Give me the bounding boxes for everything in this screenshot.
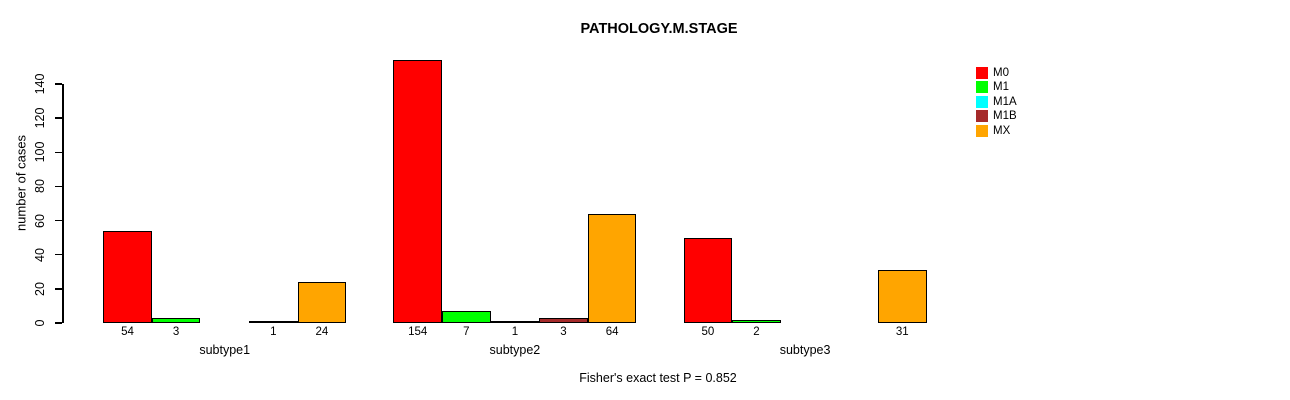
bar-m1-subtype2 xyxy=(442,311,491,323)
legend-swatch-m1b xyxy=(976,110,988,122)
category-label-subtype1: subtype1 xyxy=(199,343,251,357)
legend-label: M1B xyxy=(993,110,1017,122)
legend-label: M1 xyxy=(993,81,1009,93)
bar-count-label: 50 xyxy=(701,326,715,338)
bar-count-label: 2 xyxy=(753,326,760,338)
bar-count-label: 7 xyxy=(463,326,470,338)
y-axis-tick-label: 140 xyxy=(33,73,47,95)
legend-item-m1b: M1B xyxy=(976,110,1017,123)
bar-m0-subtype3 xyxy=(683,237,733,323)
y-axis-tick-label: 40 xyxy=(33,247,47,262)
bar-count-label: 54 xyxy=(121,326,134,338)
y-axis-tick xyxy=(55,253,62,256)
bar-count-label: 3 xyxy=(172,326,180,338)
y-axis-tick xyxy=(55,219,62,222)
bar-mx-subtype2 xyxy=(587,213,637,323)
y-axis-tick-label: 120 xyxy=(33,107,47,129)
y-axis-tick xyxy=(55,151,62,154)
category-label-subtype3: subtype3 xyxy=(779,343,831,357)
bar-m1a-subtype2 xyxy=(490,321,540,323)
legend-swatch-m1 xyxy=(976,81,988,93)
legend-item-m1: M1 xyxy=(976,81,1009,94)
category-label-subtype2: subtype2 xyxy=(489,343,541,357)
legend-item-m1a: M1A xyxy=(976,95,1017,108)
bar-mx-subtype1 xyxy=(297,282,347,323)
chart-title: PATHOLOGY.M.STAGE xyxy=(580,21,738,37)
bar-m1b-subtype2 xyxy=(539,317,588,323)
y-axis-line xyxy=(62,83,64,323)
legend-label: MX xyxy=(993,124,1011,137)
y-axis-tick xyxy=(55,117,62,119)
y-axis-label: number of cases xyxy=(13,134,29,232)
legend-label: M0 xyxy=(993,66,1009,79)
legend-item-mx: MX xyxy=(976,124,1010,137)
bar-m1-subtype1 xyxy=(151,317,201,323)
legend-swatch-mx xyxy=(976,124,988,137)
bar-mx-subtype3 xyxy=(878,270,927,323)
y-axis-tick-label: 0 xyxy=(33,319,47,327)
y-axis-tick xyxy=(55,288,62,290)
y-axis-tick xyxy=(55,185,62,188)
bar-m0-subtype2 xyxy=(393,60,442,323)
y-axis-tick xyxy=(55,322,62,324)
y-axis-tick xyxy=(55,83,62,85)
bar-m0-subtype1 xyxy=(103,230,152,323)
bar-count-label: 3 xyxy=(560,326,567,338)
legend-item-m0: M0 xyxy=(976,66,1009,79)
bar-count-label: 1 xyxy=(511,326,519,338)
y-axis-tick-label: 100 xyxy=(33,141,47,163)
y-axis-tick-label: 20 xyxy=(33,281,47,296)
bar-m1-subtype3 xyxy=(732,319,781,323)
legend-swatch-m0 xyxy=(976,66,988,79)
legend-label: M1A xyxy=(993,95,1017,108)
bar-count-label: 154 xyxy=(408,326,428,338)
y-axis-tick-label: 60 xyxy=(33,213,47,228)
fisher-test-annotation: Fisher's exact test P = 0.852 xyxy=(579,371,737,385)
bar-count-label: 24 xyxy=(315,326,329,338)
bar-count-label: 31 xyxy=(895,326,909,338)
bar-count-label: 1 xyxy=(270,326,277,338)
bar-m1b-subtype1 xyxy=(249,321,298,323)
y-axis-tick-label: 80 xyxy=(33,179,47,194)
bar-count-label: 64 xyxy=(605,326,619,338)
legend-swatch-m1a xyxy=(976,95,988,108)
